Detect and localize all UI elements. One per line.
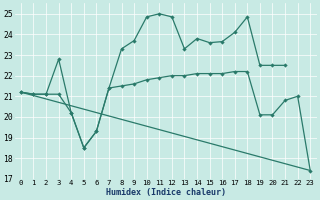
X-axis label: Humidex (Indice chaleur): Humidex (Indice chaleur) — [106, 188, 226, 197]
